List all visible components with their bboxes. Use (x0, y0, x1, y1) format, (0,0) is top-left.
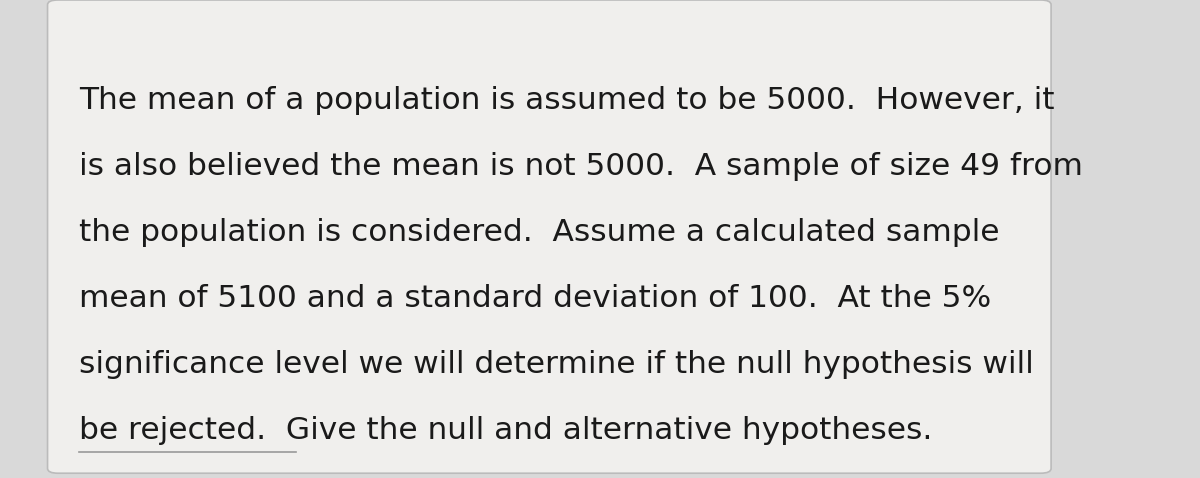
Text: is also believed the mean is not 5000.  A sample of size 49 from: is also believed the mean is not 5000. A… (79, 152, 1084, 181)
Text: the population is considered.  Assume a calculated sample: the population is considered. Assume a c… (79, 218, 1000, 247)
FancyBboxPatch shape (48, 0, 1051, 473)
Text: significance level we will determine if the null hypothesis will: significance level we will determine if … (79, 350, 1034, 379)
Text: be rejected.  Give the null and alternative hypotheses.: be rejected. Give the null and alternati… (79, 416, 932, 445)
Text: The mean of a population is assumed to be 5000.  However, it: The mean of a population is assumed to b… (79, 86, 1055, 115)
Text: mean of 5100 and a standard deviation of 100.  At the 5%: mean of 5100 and a standard deviation of… (79, 284, 991, 313)
